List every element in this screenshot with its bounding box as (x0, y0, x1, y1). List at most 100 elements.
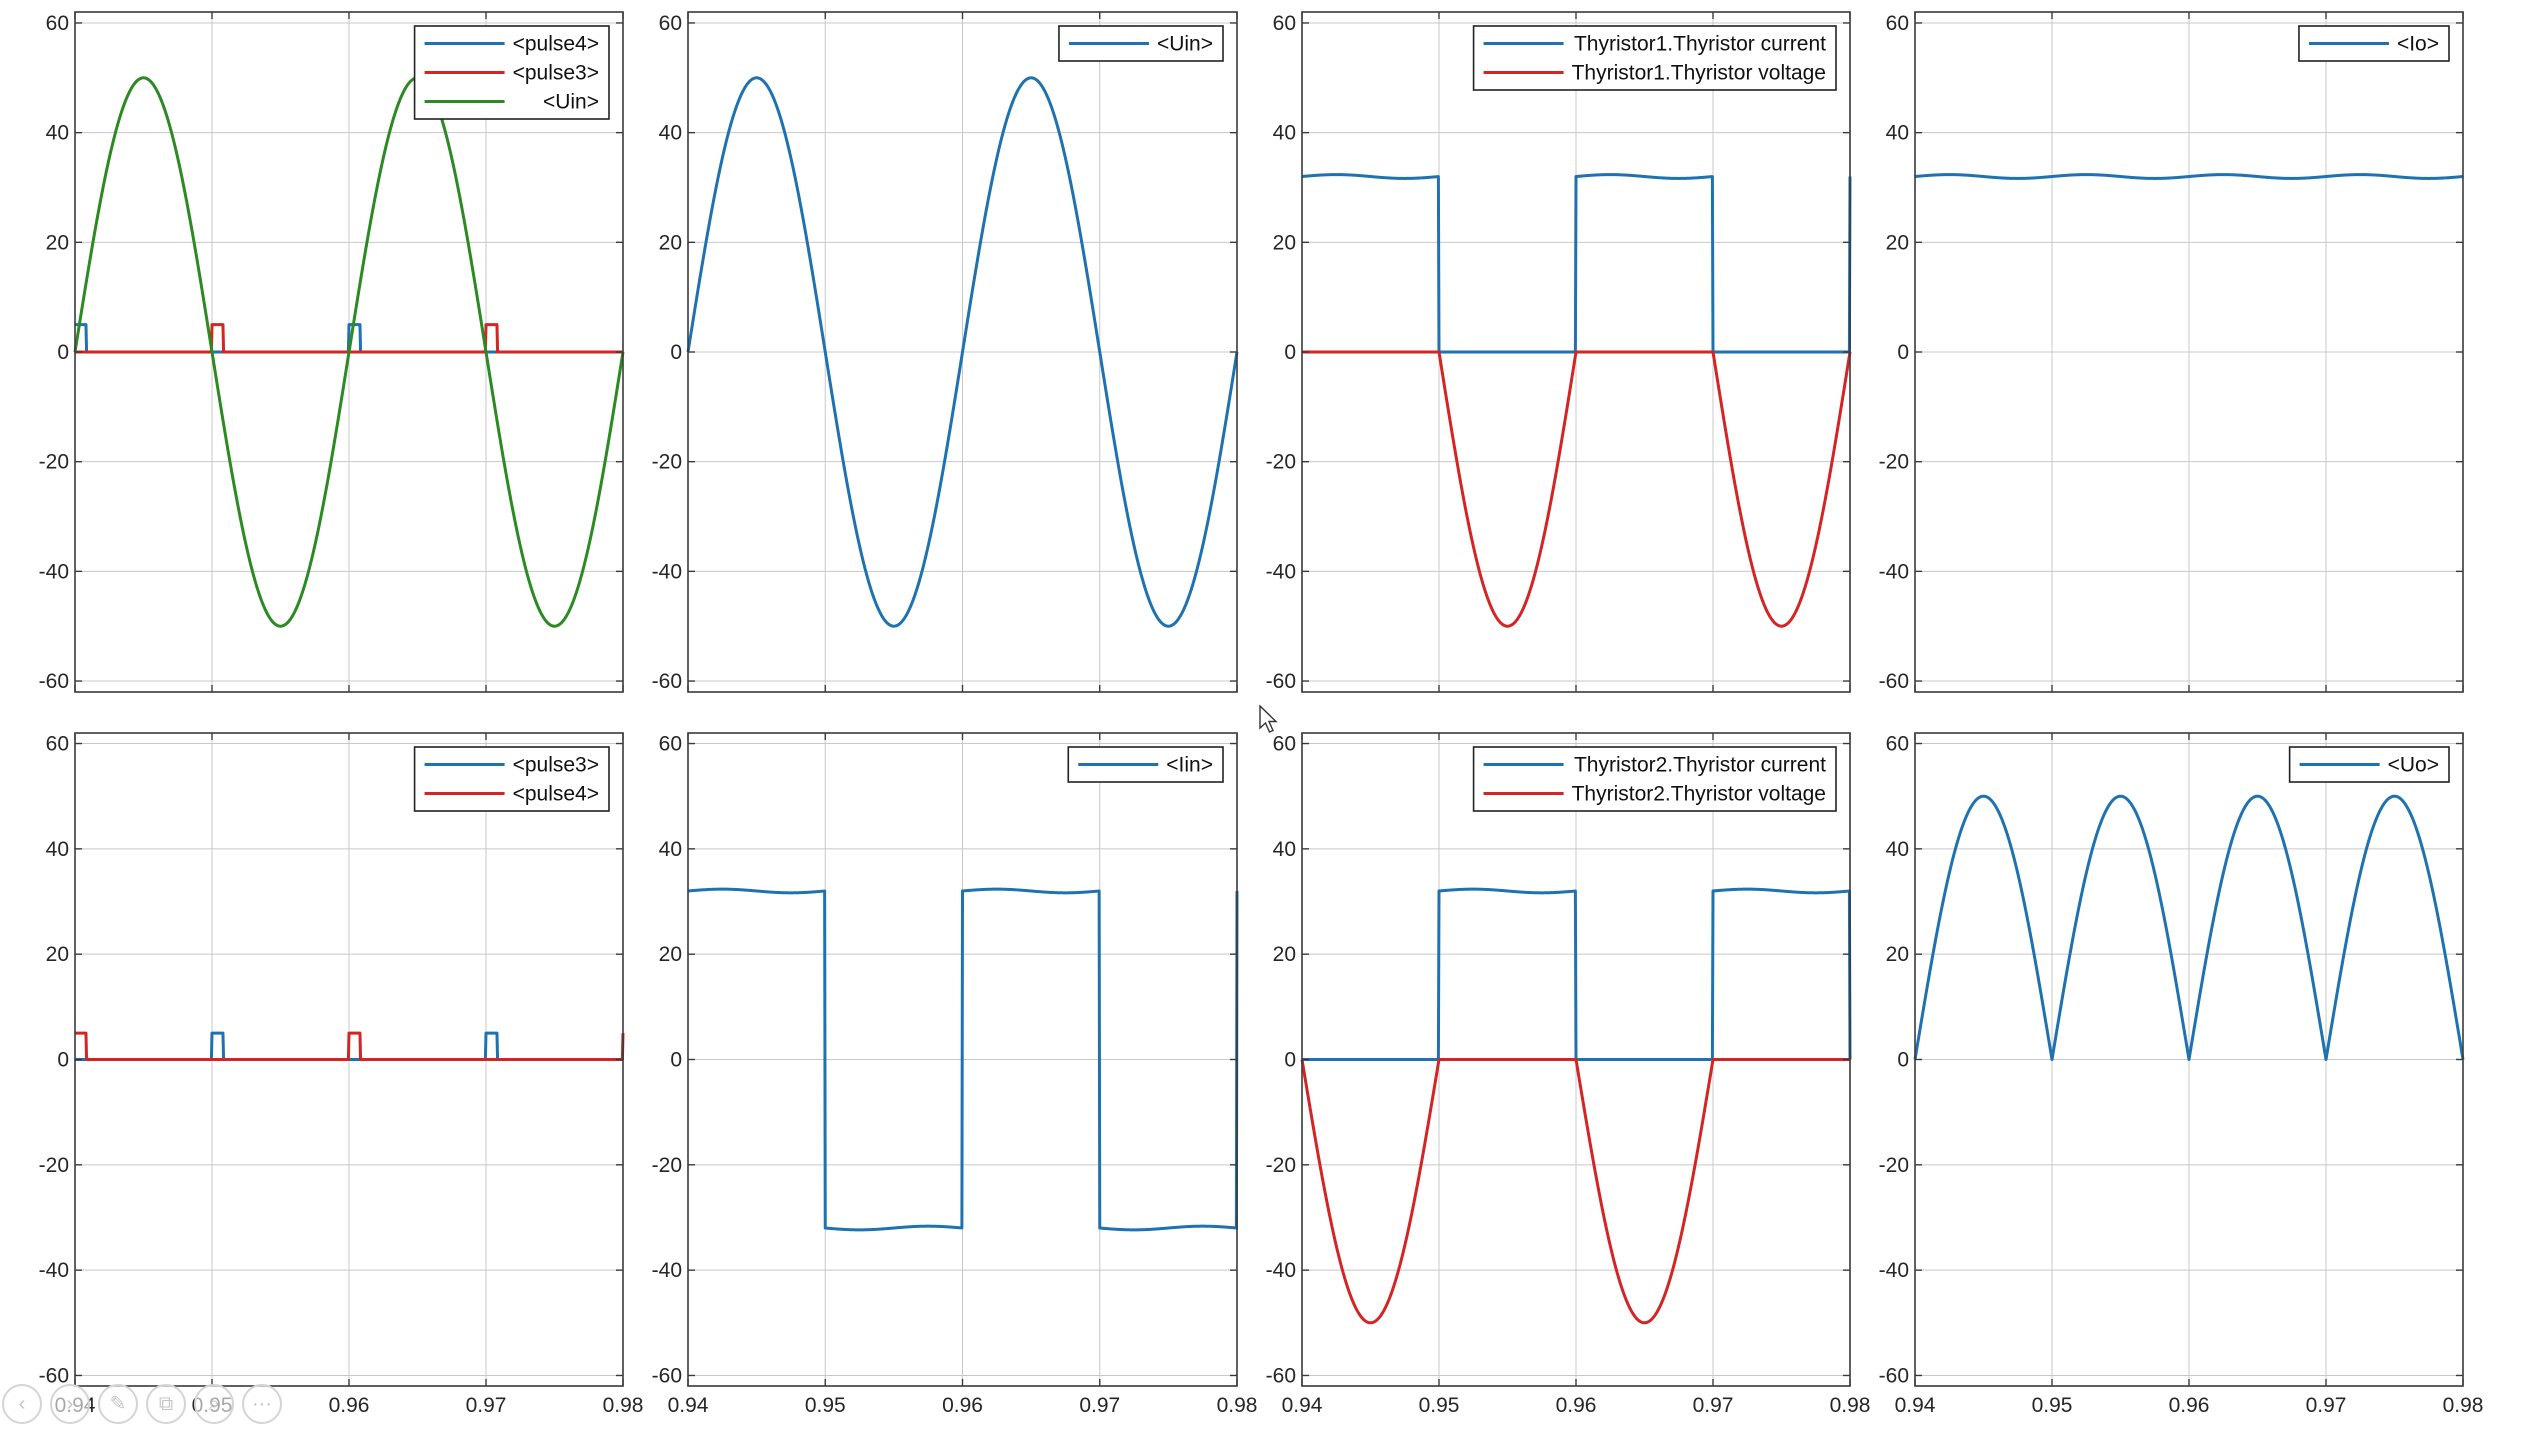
legend-box (413, 746, 610, 812)
series-line-3 (73, 76, 625, 628)
legend: <Iin> (1067, 746, 1224, 783)
y-tick-label: -20 (39, 451, 69, 474)
legend: Thyristor1.Thyristor current Thyristor1.T… (1472, 25, 1837, 91)
y-tick-label: 0 (670, 341, 682, 364)
more-button[interactable]: ··· (242, 1384, 282, 1424)
y-tick-label: 0 (670, 1049, 682, 1072)
series-line-2 (74, 1031, 625, 1061)
y-tick-label: 0 (57, 1049, 69, 1072)
y-tick-label: 60 (1886, 733, 1909, 756)
y-tick-label: 60 (1886, 12, 1909, 35)
y-tick-label: 40 (1273, 122, 1296, 145)
y-tick-label: -40 (1879, 560, 1909, 583)
y-tick-label: 40 (1273, 838, 1296, 861)
y-tick-label: 20 (1273, 943, 1296, 966)
x-tick-label: 0.94 (1895, 1394, 1936, 1417)
pen-icon: ✎ (109, 1393, 127, 1415)
x-tick-label: 0.98 (1217, 1394, 1258, 1417)
y-tick-label: 40 (1886, 122, 1909, 145)
legend-label: <Uin> (543, 91, 599, 114)
x-tick-label: 0.96 (329, 1394, 370, 1417)
y-tick-label: -40 (652, 560, 682, 583)
y-tick-label: -20 (1266, 1154, 1296, 1177)
x-tick-label: 0.97 (1079, 1394, 1120, 1417)
x-tick-label: 0.95 (2032, 1394, 2073, 1417)
y-tick-label: 0 (1897, 1049, 1909, 1072)
y-tick-label: 40 (659, 838, 682, 861)
y-tick-label: -40 (652, 1259, 682, 1282)
y-tick-label: -20 (1879, 1154, 1909, 1177)
y-tick-label: 20 (1273, 231, 1296, 254)
slides-icon: ⧉ (158, 1393, 174, 1415)
y-tick-label: -60 (1879, 670, 1909, 693)
legend-label: Thyristor2.Thyristor voltage (1572, 783, 1826, 806)
y-tick-label: -60 (1879, 1364, 1909, 1387)
y-tick-label: 0 (1897, 341, 1909, 364)
y-tick-label: 40 (46, 838, 69, 861)
legend: <Io> (2298, 25, 2450, 62)
y-tick-label: -40 (1266, 560, 1296, 583)
next-button[interactable]: › (50, 1384, 90, 1424)
legend-label: Thyristor2.Thyristor current (1574, 754, 1826, 777)
y-tick-label: 60 (1273, 733, 1296, 756)
chart-panel-1: 60 40 20 0 -20 -40 -60 <pulse4> <pulse3> <Uin> (39, 11, 625, 693)
legend-label: <pulse4> (513, 783, 599, 806)
y-tick-label: 0 (57, 341, 69, 364)
pen-button[interactable]: ✎ (98, 1384, 138, 1424)
y-tick-label: -20 (652, 451, 682, 474)
legend-label: <Uo> (2388, 754, 2439, 777)
y-tick-label: 40 (659, 122, 682, 145)
y-tick-label: 40 (1886, 838, 1909, 861)
x-tick-label: 0.97 (1693, 1394, 1734, 1417)
y-tick-label: -60 (652, 670, 682, 693)
series-line-1 (686, 76, 1239, 628)
y-tick-label: -60 (1266, 1364, 1296, 1387)
y-tick-label: 40 (46, 122, 69, 145)
x-tick-label: 0.96 (942, 1394, 983, 1417)
y-tick-label: 60 (659, 733, 682, 756)
legend-box (1472, 746, 1837, 812)
y-tick-label: 60 (1273, 12, 1296, 35)
more-icon: ··· (252, 1393, 272, 1415)
y-tick-label: -20 (652, 1154, 682, 1177)
legend-label: <pulse4> (513, 33, 599, 56)
x-tick-label: 0.97 (2306, 1394, 2347, 1417)
y-tick-label: -60 (1266, 670, 1296, 693)
x-tick-label: 0.98 (603, 1394, 644, 1417)
legend: <Uin> (1058, 25, 1224, 62)
legend-label: <pulse3> (513, 754, 599, 777)
y-tick-label: -40 (39, 560, 69, 583)
legend: <Uo> (2288, 746, 2450, 783)
prev-button[interactable]: ‹ (2, 1384, 42, 1424)
slides-button[interactable]: ⧉ (146, 1384, 186, 1424)
series-line-2 (1300, 1058, 1851, 1325)
legend-label: <Io> (2397, 33, 2439, 56)
series-line-1 (687, 887, 1239, 1232)
legend-label: <Uin> (1157, 33, 1213, 56)
mouse-pointer-icon (1259, 704, 1278, 733)
y-tick-label: -20 (39, 1154, 69, 1177)
x-tick-label: 0.96 (2169, 1394, 2210, 1417)
chart-panel-7: 60 40 20 0 -20 -40 -60 0.94 0.95 0.96 0.97 0.98 Thyr… (1266, 732, 1870, 1417)
legend: <pulse3> <pulse4> (413, 746, 610, 812)
legend-box (1472, 25, 1837, 91)
chart-panel-3: 60 40 20 0 -20 -40 -60 Thyristor1.Thyristor cur… (1266, 11, 1852, 693)
y-tick-label: -60 (652, 1364, 682, 1387)
chart-panel-4: 60 40 20 0 -20 -40 -60 <Io> (1879, 11, 2464, 693)
zoom-button[interactable]: ⌕ (194, 1384, 234, 1424)
x-tick-label: 0.94 (668, 1394, 709, 1417)
legend: <pulse4> <pulse3> <Uin> (413, 25, 610, 120)
legend-label: <pulse3> (513, 62, 599, 85)
chart-panel-6: 60 40 20 0 -20 -40 -60 0.94 0.95 0.96 0.97 0.98 <Iin… (652, 732, 1258, 1417)
legend-label: Thyristor1.Thyristor current (1574, 33, 1826, 56)
chart-panel-2: 60 40 20 0 -20 -40 -60 <Uin> (652, 11, 1239, 693)
x-tick-label: 0.95 (1419, 1394, 1460, 1417)
chart-panel-8: 60 40 20 0 -20 -40 -60 0.94 0.95 0.96 0.97 0.98 <Uo> (1879, 732, 2483, 1417)
legend: Thyristor2.Thyristor current Thyristor2.T… (1472, 746, 1837, 812)
y-tick-label: -60 (39, 670, 69, 693)
chevron-left-icon: ‹ (18, 1393, 26, 1415)
legend-label: Thyristor1.Thyristor voltage (1572, 62, 1826, 85)
series-line-1 (1301, 173, 1852, 354)
series-line-2 (1301, 350, 1852, 628)
